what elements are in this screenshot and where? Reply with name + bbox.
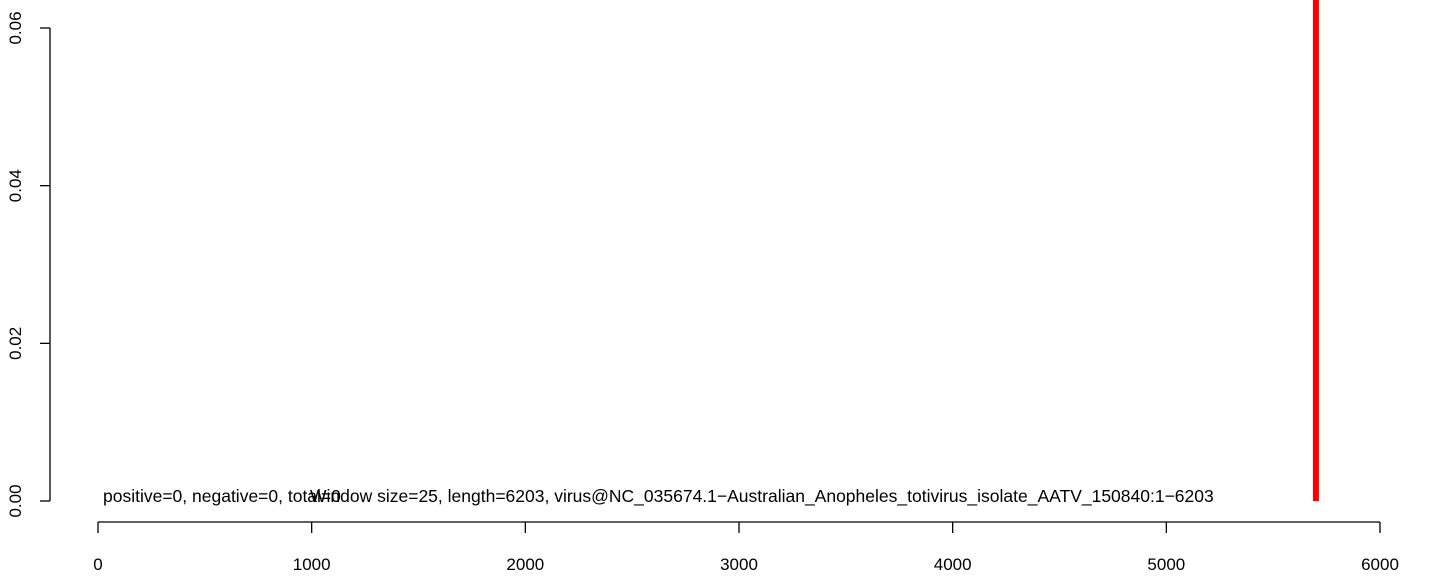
x-tick-label: 4000: [934, 555, 972, 574]
info-annotation: Window size=25, length=6203, virus@NC_03…: [310, 486, 1214, 507]
y-tick-label: 0.06: [6, 11, 25, 44]
y-ticks: 0.00 0.02 0.04 0.06: [6, 11, 50, 518]
x-tick-label: 1000: [293, 555, 331, 574]
x-ticks: 0 1000 2000 3000 4000 5000 6000: [93, 522, 1399, 574]
y-tick-label: 0.04: [6, 169, 25, 202]
counts-annotation: positive=0, negative=0, total=0: [103, 486, 341, 506]
y-tick-label: 0.00: [6, 484, 25, 517]
x-tick-label: 2000: [506, 555, 544, 574]
x-tick-label: 6000: [1361, 555, 1399, 574]
y-tick-label: 0.02: [6, 327, 25, 360]
x-tick-label: 3000: [720, 555, 758, 574]
x-tick-label: 5000: [1147, 555, 1185, 574]
x-tick-label: 0: [93, 555, 102, 574]
